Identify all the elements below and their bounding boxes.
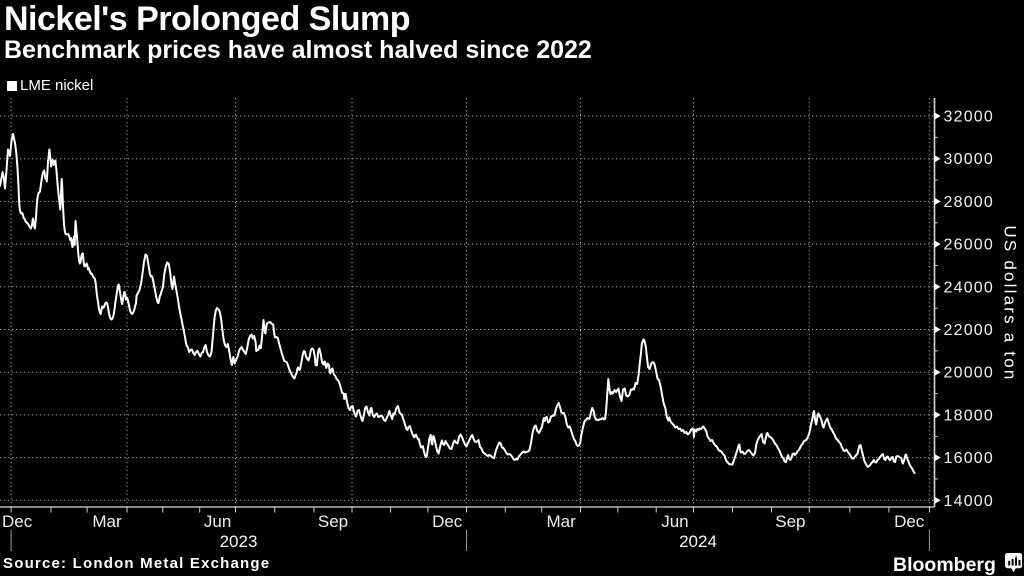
svg-text:Sep: Sep	[318, 512, 348, 531]
svg-text:30000: 30000	[944, 151, 995, 168]
svg-text:16000: 16000	[944, 450, 995, 467]
svg-text:20000: 20000	[944, 365, 995, 382]
svg-text:28000: 28000	[944, 194, 995, 211]
svg-text:18000: 18000	[944, 407, 995, 424]
svg-text:Jun: Jun	[661, 512, 688, 531]
svg-text:Dec: Dec	[894, 512, 925, 531]
svg-text:Jun: Jun	[204, 512, 231, 531]
svg-text:26000: 26000	[944, 237, 995, 254]
svg-text:32000: 32000	[944, 109, 995, 126]
svg-text:US dollars a ton: US dollars a ton	[1001, 225, 1020, 381]
svg-text:Mar: Mar	[92, 512, 122, 531]
svg-text:Dec: Dec	[2, 512, 33, 531]
svg-text:2023: 2023	[220, 532, 258, 551]
svg-text:Mar: Mar	[546, 512, 576, 531]
svg-text:Dec: Dec	[432, 512, 463, 531]
svg-text:2024: 2024	[679, 532, 717, 551]
svg-text:Sep: Sep	[775, 512, 805, 531]
svg-text:22000: 22000	[944, 322, 995, 339]
svg-text:14000: 14000	[944, 493, 995, 510]
svg-text:24000: 24000	[944, 279, 995, 296]
